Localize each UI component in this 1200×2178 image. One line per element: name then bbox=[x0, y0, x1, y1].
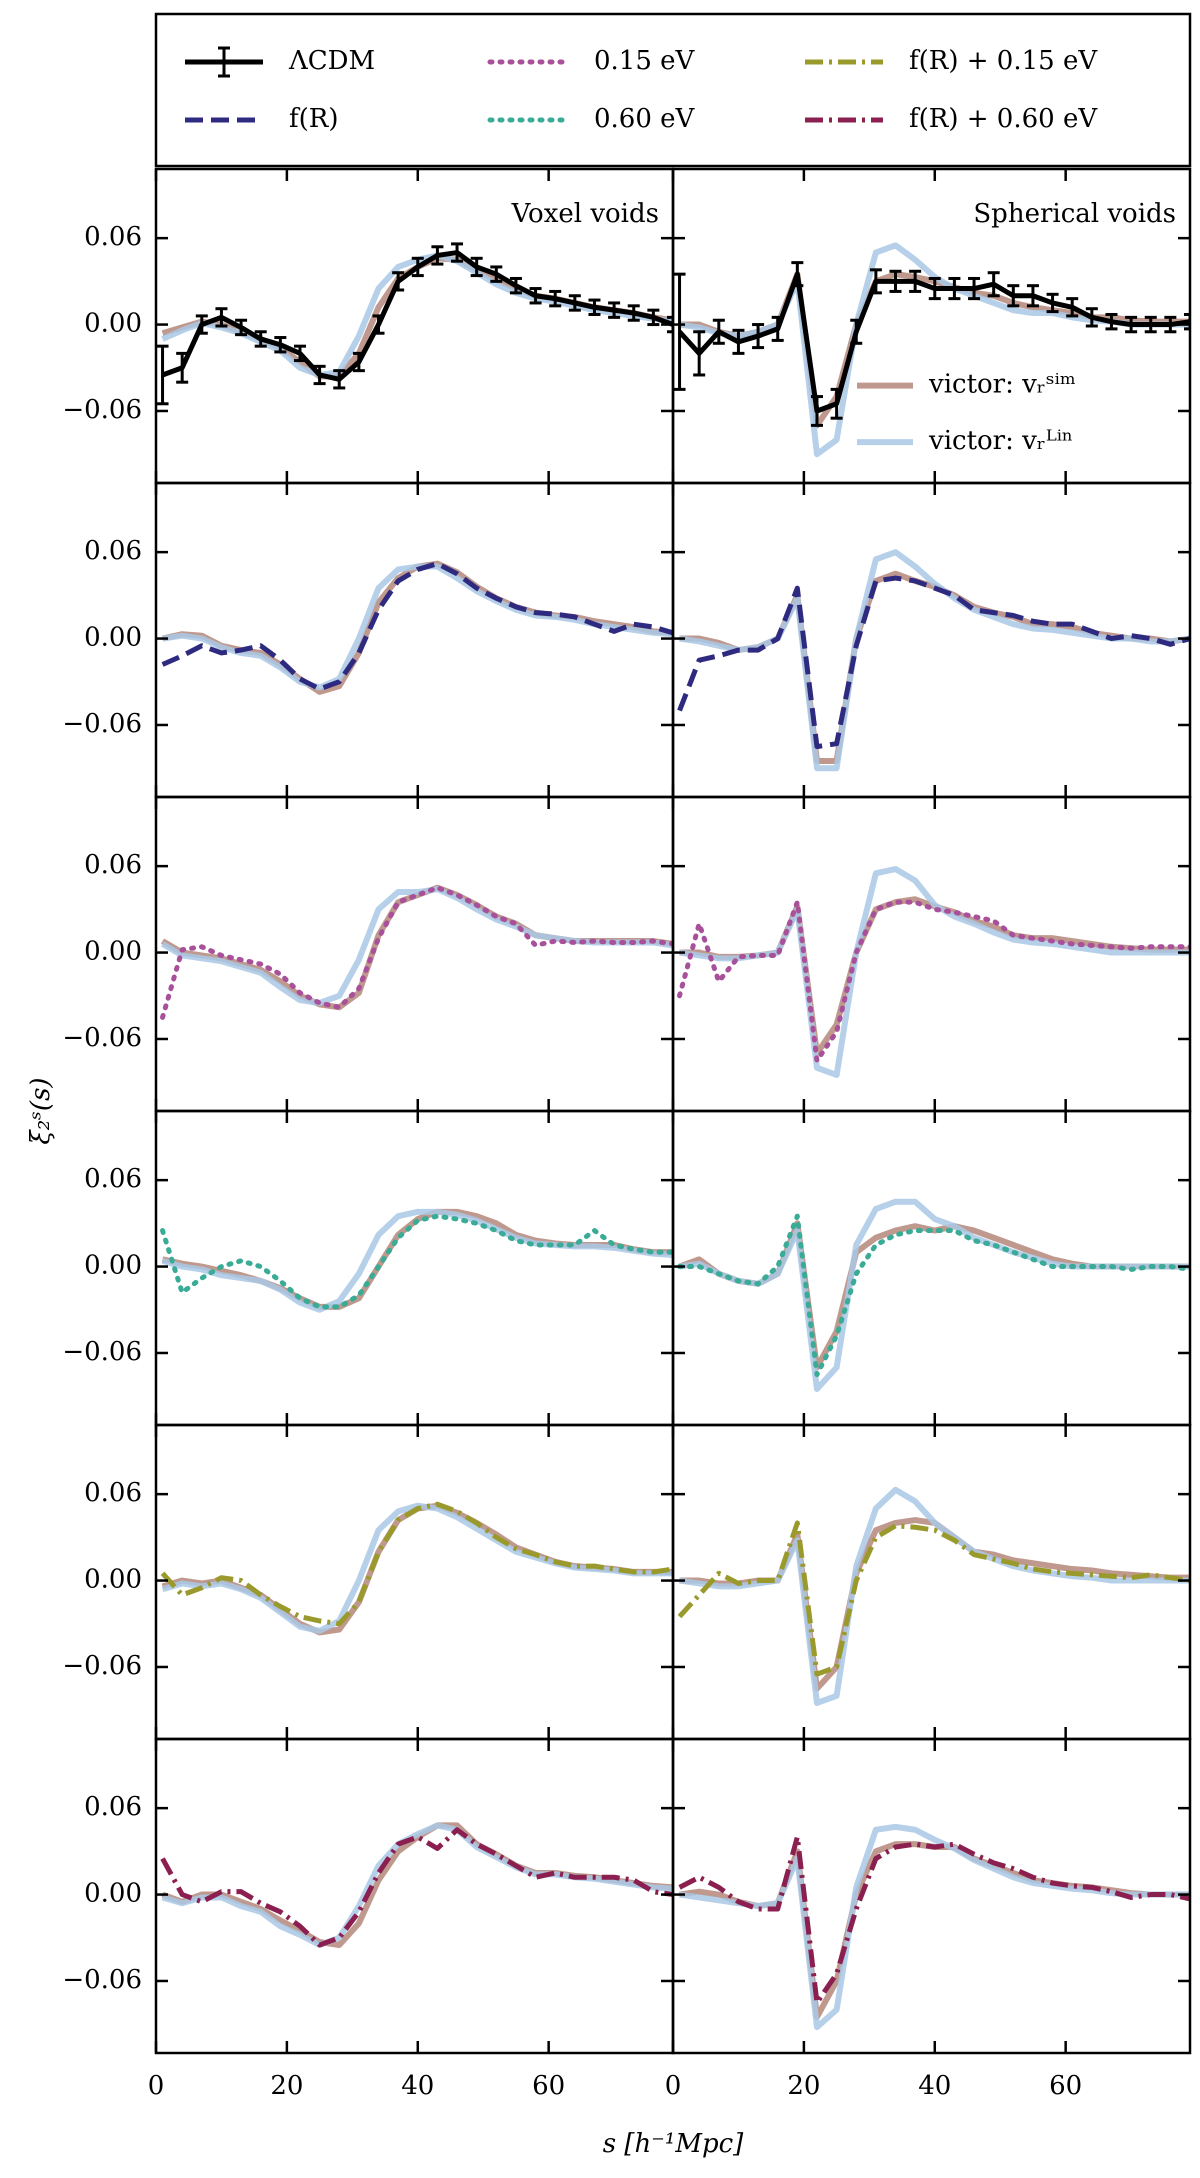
y-tick-label: −0.06 bbox=[62, 1337, 142, 1367]
series-line bbox=[679, 1486, 1190, 1706]
plot-area bbox=[161, 560, 673, 695]
plot-area bbox=[677, 1486, 1190, 1706]
series-line bbox=[677, 1520, 1190, 1677]
plot-area bbox=[677, 549, 1190, 772]
series-line bbox=[161, 561, 673, 692]
legend-label: f(R) bbox=[289, 104, 339, 134]
legend-label: 0.15 eV bbox=[594, 46, 696, 76]
y-tick-label: 0.00 bbox=[84, 1251, 142, 1281]
series-line bbox=[678, 1220, 1190, 1371]
y-tick-label: −0.06 bbox=[62, 709, 142, 739]
y-tick-label: −0.06 bbox=[62, 1651, 142, 1681]
x-tick-label: 0 bbox=[665, 2071, 682, 2101]
x-tick-label: 40 bbox=[918, 2071, 951, 2101]
series-line bbox=[160, 1501, 673, 1627]
x-tick-label: 0 bbox=[148, 2071, 165, 2101]
legend-label: 0.60 eV bbox=[594, 104, 696, 134]
legend-label: f(R) + 0.60 eV bbox=[909, 104, 1098, 134]
y-tick-label: −0.06 bbox=[62, 1023, 142, 1053]
series-line bbox=[160, 1213, 673, 1310]
series-line bbox=[679, 1517, 1190, 1692]
series-line bbox=[160, 885, 673, 1020]
series-line bbox=[679, 1841, 1190, 2020]
panel-frame bbox=[154, 481, 675, 799]
series-line bbox=[677, 1213, 1190, 1378]
panel-title: Voxel voids bbox=[511, 199, 659, 229]
legend-label: victor: vᵣˢⁱᵐ bbox=[928, 370, 1076, 400]
plot-area bbox=[673, 242, 1190, 458]
x-tick-label: 60 bbox=[532, 2071, 565, 2101]
series-line bbox=[679, 549, 1190, 772]
y-tick-label: 0.00 bbox=[84, 1565, 142, 1595]
series-line bbox=[161, 1822, 673, 1948]
y-tick-label: 0.00 bbox=[84, 937, 142, 967]
series-line bbox=[679, 866, 1190, 1078]
series-line bbox=[679, 1823, 1190, 2031]
series-line bbox=[679, 570, 1190, 764]
x-tick-label: 40 bbox=[401, 2071, 434, 2101]
plot-area bbox=[160, 1501, 673, 1636]
series-line bbox=[161, 884, 673, 1011]
y-tick-label: 0.00 bbox=[84, 1879, 142, 1909]
x-tick-label: 60 bbox=[1049, 2071, 1082, 2101]
panel-frame bbox=[671, 1737, 1192, 2055]
y-tick-label: 0.00 bbox=[84, 623, 142, 653]
series-line bbox=[677, 899, 1190, 1064]
legend-label: f(R) + 0.15 eV bbox=[909, 46, 1098, 76]
plot-area bbox=[677, 866, 1190, 1078]
plot-area bbox=[160, 884, 673, 1020]
y-tick-label: 0.00 bbox=[84, 309, 142, 339]
x-tick-label: 20 bbox=[787, 2071, 820, 2101]
series-line bbox=[679, 896, 1190, 1057]
y-tick-label: 0.06 bbox=[84, 1478, 142, 1508]
series-line bbox=[161, 560, 673, 695]
series-line bbox=[161, 1822, 673, 1948]
x-axis-label: s [h⁻¹Mpc] bbox=[603, 2129, 744, 2159]
y-tick-label: 0.06 bbox=[84, 1792, 142, 1822]
panel-frame bbox=[154, 795, 675, 1113]
y-tick-label: −0.06 bbox=[62, 395, 142, 425]
plot-area bbox=[156, 242, 673, 406]
y-tick-label: 0.06 bbox=[84, 850, 142, 880]
series-line bbox=[677, 575, 1190, 750]
legend-label: victor: vᵣᴸⁱⁿ bbox=[928, 426, 1073, 456]
legend-label: ΛCDM bbox=[288, 46, 375, 76]
series-line bbox=[679, 242, 1190, 458]
plot-area bbox=[160, 1822, 673, 1948]
series-line bbox=[161, 886, 673, 1006]
legend-box bbox=[154, 12, 1192, 168]
panel-title: Spherical voids bbox=[973, 199, 1176, 229]
series-line bbox=[678, 1834, 1190, 2006]
plot-area bbox=[677, 1198, 1190, 1392]
series-line bbox=[161, 1208, 673, 1313]
y-tick-label: 0.06 bbox=[84, 1164, 142, 1194]
panel-frame bbox=[154, 1109, 675, 1427]
plot-area bbox=[160, 1208, 673, 1313]
y-tick-label: 0.06 bbox=[84, 536, 142, 566]
y-tick-label: 0.06 bbox=[84, 222, 142, 252]
y-axis-label: ξ₂ˢ(s) bbox=[26, 1077, 56, 1144]
x-tick-label: 20 bbox=[270, 2071, 303, 2101]
plot-area bbox=[678, 1823, 1190, 2031]
series-line bbox=[160, 1827, 673, 1948]
y-tick-label: −0.06 bbox=[62, 1965, 142, 1995]
